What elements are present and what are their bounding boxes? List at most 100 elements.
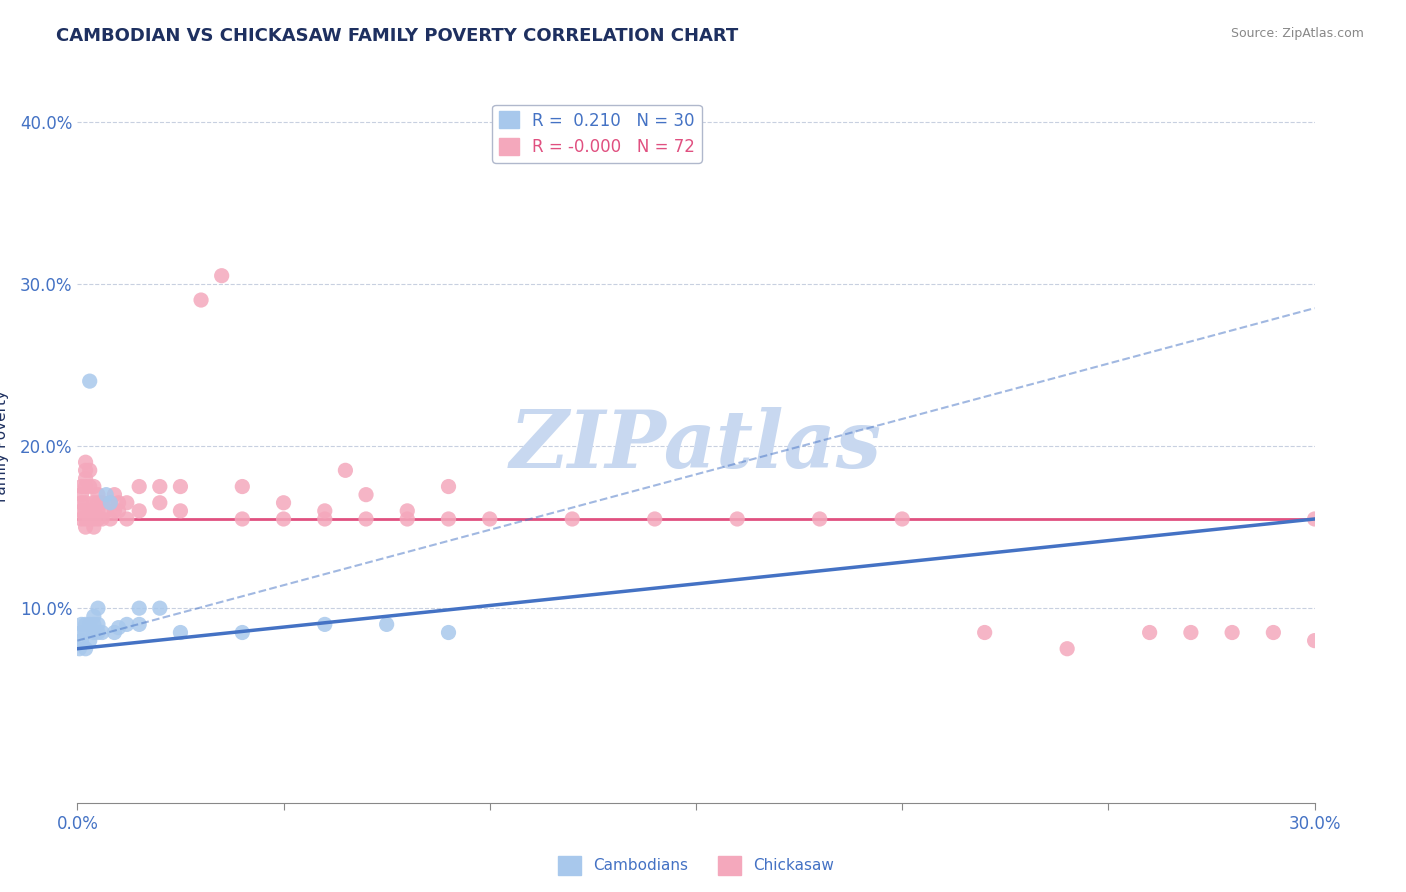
Point [91, 512, 114, 526]
Point [1303, 512, 1326, 526]
Text: ZIPatlas: ZIPatlas [510, 408, 882, 484]
Point [115, 512, 138, 526]
Text: Source: ZipAtlas.com: Source: ZipAtlas.com [1230, 27, 1364, 40]
Point [70, 617, 93, 632]
Point [75, 496, 97, 510]
Point [107, 504, 129, 518]
Point [75, 463, 97, 477]
Point [314, 504, 336, 518]
Point [75, 641, 97, 656]
Point [973, 625, 995, 640]
Point [79, 479, 101, 493]
Point [1303, 633, 1326, 648]
Point [396, 512, 419, 526]
Point [231, 479, 253, 493]
Point [75, 471, 97, 485]
Point [91, 625, 114, 640]
Point [75, 617, 97, 632]
Point [67, 641, 90, 656]
Point [314, 617, 336, 632]
Point [83, 609, 105, 624]
Point [87, 617, 110, 632]
Point [354, 512, 377, 526]
Point [87, 488, 110, 502]
Point [354, 488, 377, 502]
Point [335, 463, 357, 477]
Point [70, 512, 93, 526]
Text: CAMBODIAN VS CHICKASAW FAMILY POVERTY CORRELATION CHART: CAMBODIAN VS CHICKASAW FAMILY POVERTY CO… [56, 27, 738, 45]
Point [211, 268, 233, 283]
Point [83, 625, 105, 640]
Point [98, 496, 121, 510]
Y-axis label: Family Poverty: Family Poverty [0, 390, 8, 502]
Point [70, 504, 93, 518]
Point [83, 512, 105, 526]
Point [75, 504, 97, 518]
Point [70, 496, 93, 510]
Point [87, 504, 110, 518]
Point [725, 512, 748, 526]
Point [1220, 625, 1243, 640]
Point [79, 633, 101, 648]
Point [75, 520, 97, 534]
Point [98, 512, 121, 526]
Point [79, 512, 101, 526]
Point [273, 512, 295, 526]
Point [128, 601, 150, 615]
Point [808, 512, 831, 526]
Point [1263, 625, 1285, 640]
Point [169, 479, 191, 493]
Point [79, 374, 101, 388]
Point [83, 504, 105, 518]
Point [70, 488, 93, 502]
Point [83, 617, 105, 632]
Point [103, 504, 125, 518]
Point [128, 617, 150, 632]
Point [83, 520, 105, 534]
Point [83, 496, 105, 510]
Point [149, 479, 172, 493]
Point [231, 625, 253, 640]
Point [149, 601, 172, 615]
Point [103, 488, 125, 502]
Point [478, 512, 501, 526]
Point [70, 625, 93, 640]
Point [87, 625, 110, 640]
Point [75, 512, 97, 526]
Point [75, 455, 97, 469]
Point [75, 625, 97, 640]
Point [70, 633, 93, 648]
Point [437, 512, 460, 526]
Point [79, 463, 101, 477]
Point [561, 512, 583, 526]
Point [115, 617, 138, 632]
Point [107, 496, 129, 510]
Point [231, 512, 253, 526]
Point [437, 625, 460, 640]
Point [96, 488, 118, 502]
Point [96, 504, 118, 518]
Point [87, 601, 110, 615]
Point [115, 496, 138, 510]
Point [273, 496, 295, 510]
Point [169, 625, 191, 640]
Point [83, 479, 105, 493]
Point [190, 293, 212, 307]
Point [87, 496, 110, 510]
Point [149, 496, 172, 510]
Point [891, 512, 914, 526]
Point [437, 479, 460, 493]
Point [1139, 625, 1161, 640]
Point [91, 496, 114, 510]
Point [70, 479, 93, 493]
Point [314, 512, 336, 526]
Point [128, 504, 150, 518]
Point [98, 496, 121, 510]
Point [1056, 641, 1078, 656]
Point [375, 617, 398, 632]
Point [128, 479, 150, 493]
Point [396, 504, 419, 518]
Point [103, 625, 125, 640]
Point [75, 479, 97, 493]
Point [87, 512, 110, 526]
